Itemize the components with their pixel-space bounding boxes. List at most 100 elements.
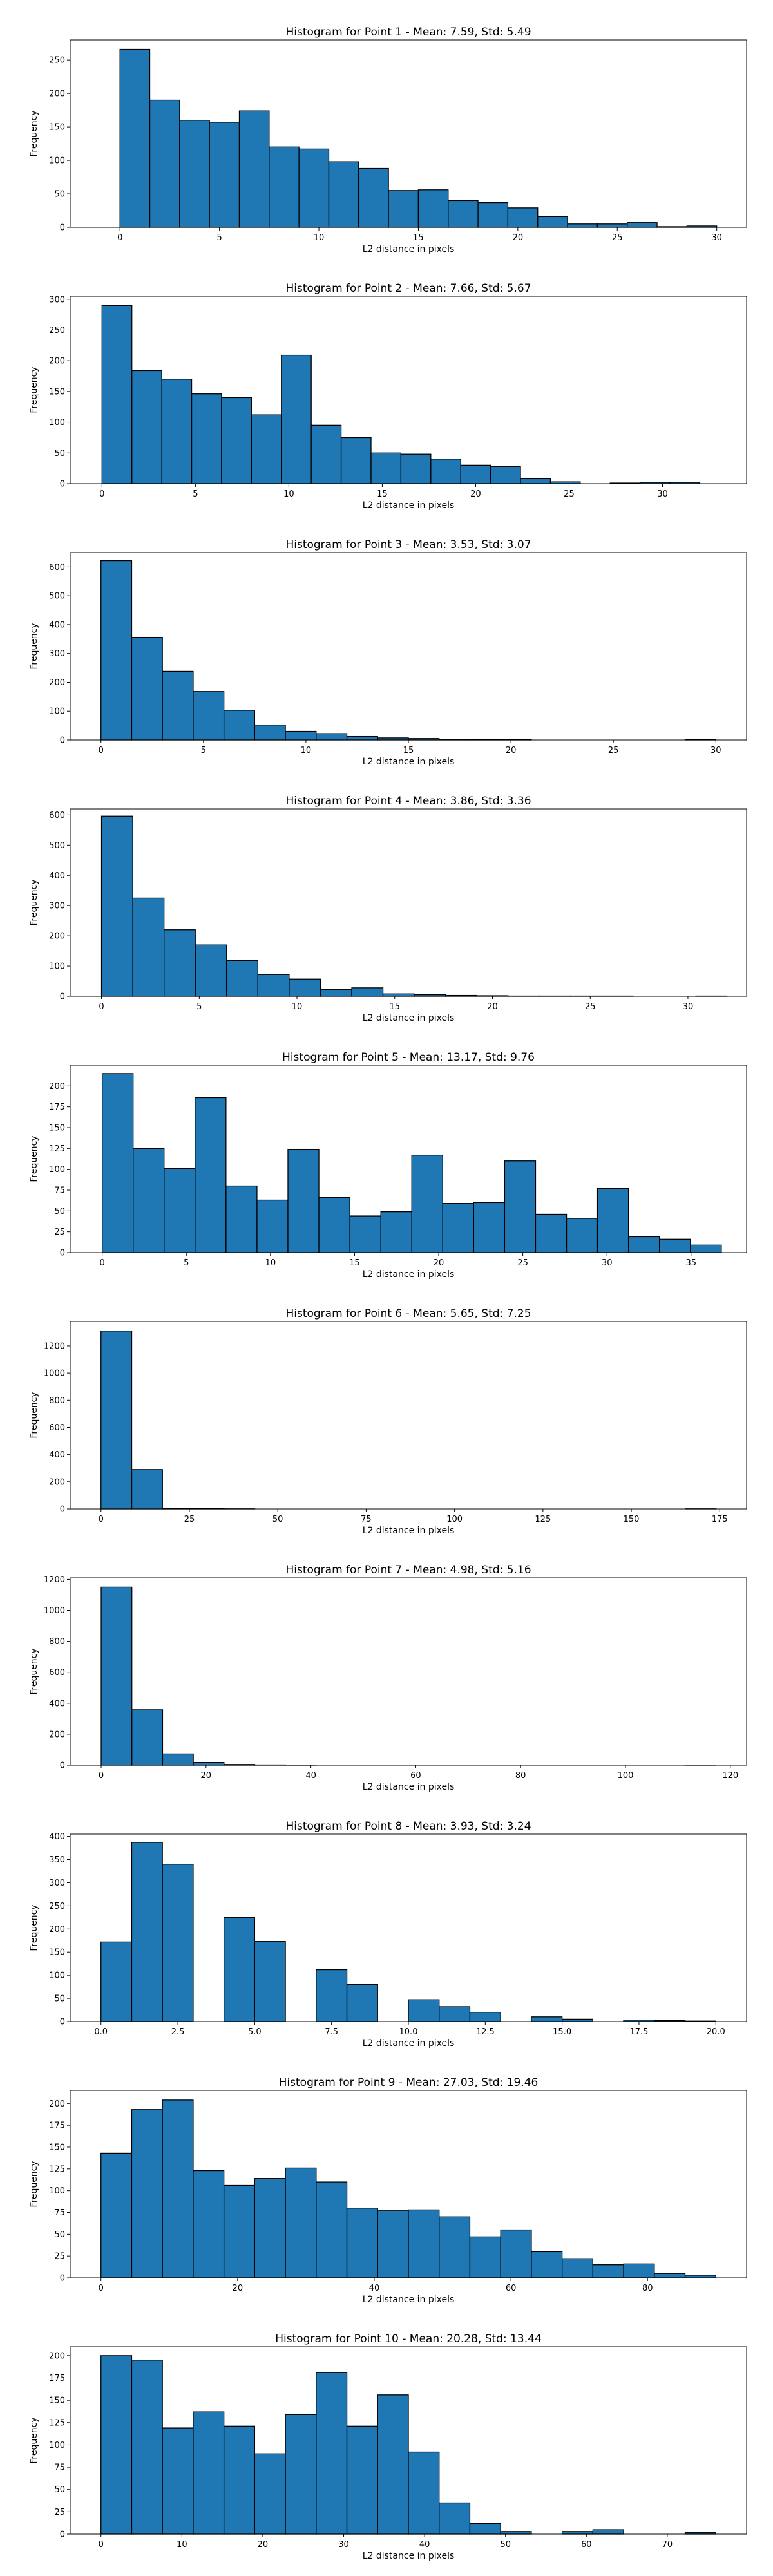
histogram-bar	[209, 122, 240, 228]
histogram-bar	[193, 691, 225, 741]
x-tick-label: 0	[99, 1515, 104, 1524]
x-tick-label: 20	[233, 2284, 243, 2293]
y-tick-label: 600	[49, 1423, 65, 1433]
y-tick-label: 300	[49, 649, 65, 659]
x-tick-label: 50	[272, 1515, 283, 1524]
histogram-bar	[316, 2372, 348, 2535]
x-axis-label: L2 distance in pixels	[363, 1782, 455, 1792]
x-tick-label: 5	[216, 233, 222, 243]
x-tick-label: 40	[369, 2284, 380, 2293]
histogram-bar	[537, 216, 568, 228]
plot-frame	[70, 1321, 747, 1510]
chart-title: Histogram for Point 9 - Mean: 27.03, Std…	[279, 2076, 539, 2089]
y-tick-label: 0	[60, 2530, 65, 2540]
histogram-bar	[316, 1969, 348, 2022]
chart-title: Histogram for Point 8 - Mean: 3.93, Std:…	[285, 1820, 531, 1833]
histogram-bar	[318, 1197, 350, 1253]
histogram-bar	[377, 2210, 409, 2278]
y-tick-label: 0	[60, 223, 65, 233]
x-tick-label: 60	[410, 1771, 421, 1781]
histogram-chart-6: Histogram for Point 6 - Mean: 5.65, Std:…	[29, 1307, 747, 1536]
histogram-bar	[133, 1148, 165, 1253]
x-tick-label: 25	[585, 1002, 596, 1012]
histogram-bar	[285, 2414, 317, 2535]
x-tick-label: 12.5	[476, 2027, 495, 2037]
histogram-chart-3: Histogram for Point 3 - Mean: 3.53, Std:…	[29, 538, 747, 767]
histogram-bar	[179, 120, 210, 228]
y-tick-label: 150	[49, 1124, 65, 1133]
histogram-bar	[100, 815, 133, 997]
x-tick-label: 40	[305, 1771, 316, 1781]
y-tick-label: 1000	[44, 1369, 65, 1379]
x-tick-label: 20.0	[707, 2027, 725, 2037]
y-tick-label: 250	[49, 56, 65, 66]
x-tick-label: 0	[99, 1002, 104, 1012]
histogram-bar	[346, 1984, 378, 2022]
histogram-bar	[592, 2529, 624, 2535]
histogram-bar	[251, 414, 282, 484]
x-tick-label: 0	[99, 2540, 104, 2550]
y-tick-label: 0	[60, 1505, 65, 1515]
y-tick-label: 150	[49, 387, 65, 397]
chart-title: Histogram for Point 2 - Mean: 7.66, Std:…	[285, 282, 531, 295]
histogram-bar	[254, 724, 286, 741]
x-tick-label: 25	[184, 1515, 195, 1524]
histogram-bar	[596, 1188, 629, 1253]
x-tick-label: 20	[201, 1771, 212, 1781]
y-tick-label: 50	[54, 2230, 65, 2240]
histogram-bar	[408, 2451, 440, 2535]
histogram-bar	[592, 2264, 624, 2278]
x-axis-label: L2 distance in pixels	[363, 2551, 455, 2561]
x-tick-label: 10	[314, 233, 325, 243]
histogram-bar	[254, 1941, 286, 2022]
histogram-bar	[256, 1199, 289, 1253]
histogram-bar	[377, 2394, 409, 2535]
histogram-bar	[684, 2275, 716, 2278]
x-tick-label: 10	[265, 1258, 276, 1268]
y-tick-label: 50	[54, 1994, 65, 2004]
y-tick-label: 200	[49, 932, 65, 942]
y-tick-label: 50	[54, 449, 65, 459]
histogram-bar	[131, 1709, 164, 1766]
histogram-bar	[408, 1999, 440, 2022]
histogram-bar	[504, 1160, 537, 1253]
x-tick-label: 150	[624, 1515, 640, 1524]
histogram-bar	[269, 146, 300, 228]
histogram-bar	[162, 1864, 194, 2022]
x-tick-label: 25	[608, 746, 619, 755]
x-tick-label: 2.5	[171, 2027, 185, 2037]
x-tick-label: 0	[99, 2284, 104, 2293]
histogram-bar	[285, 2167, 317, 2278]
histogram-bar	[131, 1842, 163, 2022]
histogram-bar	[439, 2006, 471, 2022]
y-tick-label: 400	[49, 1699, 65, 1709]
histogram-bar	[659, 1238, 691, 1253]
y-tick-label: 0	[60, 2018, 65, 2027]
histogram-bar	[162, 670, 194, 741]
y-tick-label: 500	[49, 592, 65, 601]
y-tick-label: 75	[54, 1186, 65, 1196]
x-axis-label: L2 distance in pixels	[363, 1526, 455, 1536]
x-tick-label: 30	[711, 746, 721, 755]
y-axis-label: Frequency	[29, 879, 39, 925]
y-tick-label: 175	[49, 2121, 65, 2131]
y-tick-label: 0	[60, 992, 65, 1002]
x-tick-label: 0	[117, 233, 122, 243]
x-tick-label: 80	[515, 1771, 526, 1781]
y-tick-label: 75	[54, 2208, 65, 2218]
y-tick-label: 200	[49, 678, 65, 688]
y-axis-label: Frequency	[29, 2417, 39, 2463]
x-axis-label: L2 distance in pixels	[363, 757, 455, 767]
histogram-bar	[320, 989, 352, 997]
histogram-bar	[131, 1469, 163, 1510]
histogram-bar	[149, 99, 180, 228]
x-tick-label: 35	[686, 1258, 697, 1268]
x-tick-label: 70	[662, 2540, 673, 2550]
x-tick-label: 20	[513, 233, 524, 243]
histogram-bar	[346, 2208, 378, 2278]
histogram-bar	[310, 424, 342, 484]
y-axis-label: Frequency	[29, 366, 39, 413]
x-axis-label: L2 distance in pixels	[363, 500, 455, 511]
y-tick-label: 400	[49, 1832, 65, 1842]
y-tick-label: 25	[54, 2252, 65, 2262]
